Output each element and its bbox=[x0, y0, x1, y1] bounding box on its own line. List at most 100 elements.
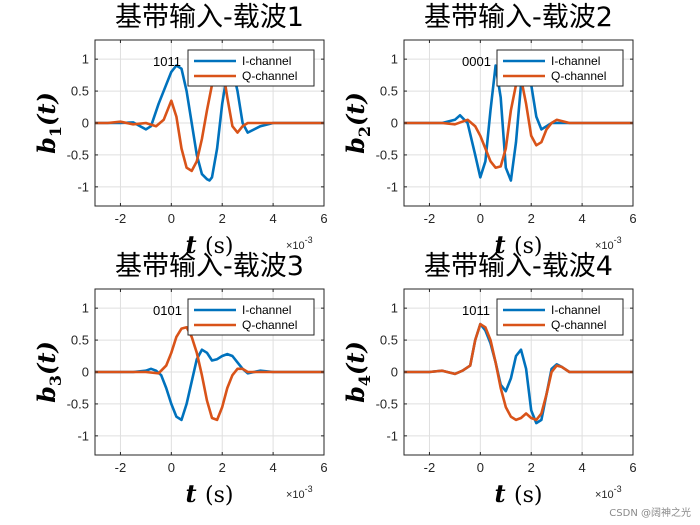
subplot-title: 基带输入-载波1 bbox=[115, 2, 304, 33]
x-tick-label: 4 bbox=[269, 460, 276, 475]
x-axis-label: t (s) bbox=[186, 230, 234, 259]
y-tick-label: 0 bbox=[82, 365, 89, 380]
y-axis-label-main: b bbox=[32, 137, 61, 154]
y-tick-label: -1 bbox=[77, 179, 89, 194]
x-tick-label: 2 bbox=[219, 460, 226, 475]
x-tick-label: 2 bbox=[528, 460, 535, 475]
x-axis-label: t (s) bbox=[186, 479, 234, 508]
y-tick-label: 1 bbox=[82, 52, 89, 67]
x-axis-label-unit: (s) bbox=[205, 483, 233, 508]
x-tick-label: -2 bbox=[424, 211, 436, 226]
x-axis-label-var: t bbox=[495, 230, 514, 259]
y-axis-label-sub: 4 bbox=[355, 375, 374, 386]
x-exponent-label: ×10-3 bbox=[286, 235, 313, 252]
x-axis-label-unit: (s) bbox=[514, 234, 542, 259]
x-tick-label: 4 bbox=[578, 211, 585, 226]
y-tick-label: 0.5 bbox=[380, 333, 398, 348]
y-tick-label: 1 bbox=[391, 301, 398, 316]
legend-label: Q-channel bbox=[242, 69, 297, 83]
y-axis-label-main: b bbox=[341, 137, 370, 154]
x-exponent-label: ×10-3 bbox=[286, 484, 313, 501]
x-exponent-power: -3 bbox=[305, 235, 313, 245]
x-tick-label: -2 bbox=[424, 460, 436, 475]
y-tick-label: 1 bbox=[82, 301, 89, 316]
subplot-3: -2 0 2 4 6 -1 -0.5 0 0.5 1 ×10-3 基带输入-载波3 t (s) b3(t)… bbox=[32, 251, 328, 508]
legend-label: Q-channel bbox=[242, 318, 297, 332]
y-axis-label-arg: (t) bbox=[32, 341, 61, 375]
y-axis-label-sub: 1 bbox=[46, 126, 65, 137]
legend-label: I-channel bbox=[242, 54, 291, 68]
subplot-title: 基带输入-载波2 bbox=[424, 2, 613, 33]
legend-label: I-channel bbox=[242, 303, 291, 317]
y-axis-label-main: b bbox=[341, 386, 370, 403]
y-tick-label: 0.5 bbox=[71, 333, 89, 348]
y-axis-label: b4(t) bbox=[341, 341, 374, 403]
y-axis-label-sub: 3 bbox=[46, 375, 65, 386]
x-tick-label: 4 bbox=[269, 211, 276, 226]
y-tick-label: -0.5 bbox=[376, 147, 398, 162]
x-tick-label: 0 bbox=[477, 211, 484, 226]
x-exponent-power: -3 bbox=[305, 484, 313, 494]
x-exponent-label: ×10-3 bbox=[595, 484, 622, 501]
x-axis-label-unit: (s) bbox=[205, 234, 233, 259]
x-exponent-power: -3 bbox=[614, 484, 622, 494]
legend-label: I-channel bbox=[551, 54, 600, 68]
x-axis-label-var: t bbox=[495, 479, 514, 508]
x-tick-label: 4 bbox=[578, 460, 585, 475]
y-axis-label: b3(t) bbox=[32, 341, 65, 403]
x-axis-label-var: t bbox=[186, 479, 205, 508]
bits-annotation: 1011 bbox=[153, 54, 181, 69]
legend-label: I-channel bbox=[551, 303, 600, 317]
subplot-title: 基带输入-载波3 bbox=[115, 251, 304, 282]
x-axis-label: t (s) bbox=[495, 230, 543, 259]
legend-box bbox=[496, 49, 624, 87]
series-line-i-channel bbox=[404, 60, 633, 182]
y-tick-label: 1 bbox=[391, 52, 398, 67]
x-tick-label: 2 bbox=[219, 211, 226, 226]
watermark-text: CSDN @阔神之光 bbox=[609, 506, 691, 519]
bits-annotation: 0101 bbox=[153, 303, 182, 318]
y-tick-label: 0 bbox=[391, 116, 398, 131]
y-tick-label: 0 bbox=[82, 116, 89, 131]
x-exponent-power: -3 bbox=[614, 235, 622, 245]
subplot-title: 基带输入-载波4 bbox=[424, 251, 613, 282]
bits-annotation: 0001 bbox=[462, 54, 491, 69]
y-axis-label-arg: (t) bbox=[32, 92, 61, 126]
bits-annotation: 1011 bbox=[462, 303, 490, 318]
series-line-q-channel bbox=[95, 325, 324, 422]
x-tick-label: -2 bbox=[115, 211, 127, 226]
legend-label: Q-channel bbox=[551, 318, 606, 332]
y-tick-label: -0.5 bbox=[376, 396, 398, 411]
y-tick-label: -1 bbox=[386, 179, 398, 194]
legend-box bbox=[187, 298, 315, 336]
x-tick-label: 6 bbox=[320, 211, 327, 226]
y-axis-label-main: b bbox=[32, 386, 61, 403]
x-axis-label: t (s) bbox=[495, 479, 543, 508]
x-tick-label: -2 bbox=[115, 460, 127, 475]
y-axis-label-arg: (t) bbox=[341, 92, 370, 126]
y-tick-label: -0.5 bbox=[67, 147, 89, 162]
legend-label: Q-channel bbox=[551, 69, 606, 83]
y-tick-label: 0.5 bbox=[71, 84, 89, 99]
x-tick-label: 0 bbox=[168, 211, 175, 226]
x-axis-label-unit: (s) bbox=[514, 483, 542, 508]
legend-box bbox=[187, 49, 315, 87]
y-axis-label-arg: (t) bbox=[341, 341, 370, 375]
x-axis-label-var: t bbox=[186, 230, 205, 259]
x-tick-label: 6 bbox=[320, 460, 327, 475]
series-line-q-channel bbox=[404, 322, 633, 422]
legend-box bbox=[496, 298, 624, 336]
series-line-q-channel bbox=[404, 77, 633, 169]
x-tick-label: 2 bbox=[528, 211, 535, 226]
y-tick-label: -1 bbox=[386, 428, 398, 443]
series-line-q-channel bbox=[95, 60, 324, 173]
y-axis-label-sub: 2 bbox=[355, 126, 374, 137]
x-exponent-label: ×10-3 bbox=[595, 235, 622, 252]
x-tick-label: 0 bbox=[477, 460, 484, 475]
y-tick-label: 0 bbox=[391, 365, 398, 380]
y-tick-label: -0.5 bbox=[67, 396, 89, 411]
